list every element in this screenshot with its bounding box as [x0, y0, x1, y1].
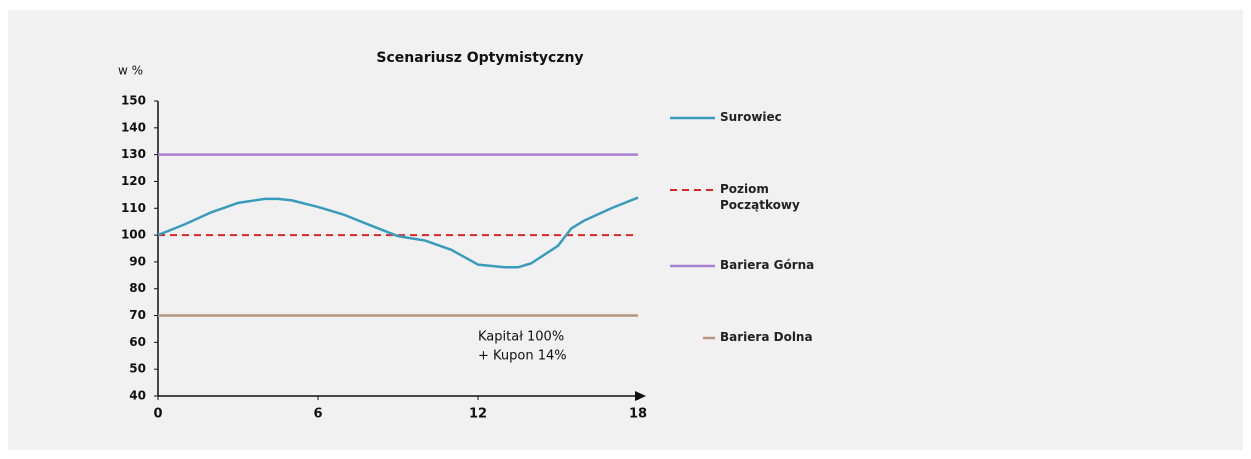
y-tick-label: 90: [129, 254, 146, 268]
x-tick-label: 6: [313, 407, 322, 422]
y-tick-label: 140: [121, 120, 146, 134]
legend-label: Bariera Górna: [720, 258, 815, 272]
y-tick-label: 70: [129, 308, 146, 322]
y-tick-label: 40: [129, 389, 146, 403]
legend-label: Surowiec: [720, 110, 782, 124]
y-axis-label: w %: [118, 64, 143, 78]
x-tick-label: 0: [153, 407, 162, 422]
y-tick-label: 50: [129, 362, 146, 376]
legend-label: Poziom Początkowy: [720, 182, 800, 212]
x-tick-label: 18: [629, 407, 647, 422]
annotation: + Kupon 14%: [478, 349, 567, 364]
chart-title: Scenariusz Optymistyczny: [376, 50, 583, 66]
panel: [8, 10, 1243, 450]
y-tick-label: 80: [129, 281, 146, 295]
annotation: Kapitał 100%: [478, 330, 564, 345]
x-axis-arrow: [635, 391, 646, 401]
series-line: [157, 196, 639, 269]
y-tick-label: 150: [121, 94, 146, 108]
y-tick-label: 110: [121, 201, 146, 215]
y-tick-label: 120: [121, 174, 146, 188]
y-tick-label: 130: [121, 147, 146, 161]
x-tick-label: 12: [469, 407, 487, 422]
y-tick-label: 100: [121, 228, 146, 242]
y-tick-label: 60: [129, 335, 146, 349]
legend-label: Bariera Dolna: [720, 330, 813, 344]
